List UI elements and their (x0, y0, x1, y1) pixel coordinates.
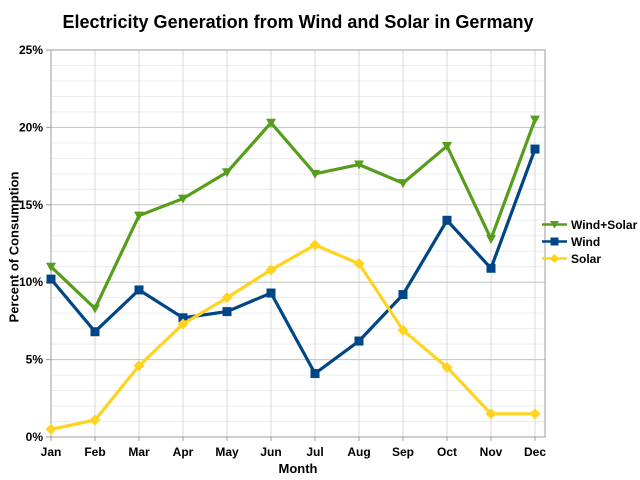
x-tick-label: May (215, 445, 239, 459)
wind-point-may (222, 307, 232, 317)
x-tick-label: Feb (84, 445, 105, 459)
wind-solar-point-oct (442, 141, 452, 151)
wind-solar-point-dec (530, 115, 540, 125)
x-tick-label: Apr (173, 445, 194, 459)
legend-square-icon (550, 237, 559, 246)
legend-diamond-icon (550, 254, 559, 263)
solar-point-jul (309, 239, 321, 251)
solar-point-jun (265, 264, 277, 276)
solar-line (50, 243, 535, 431)
wind-solar-legend-marker-icon (542, 221, 567, 229)
solar-point-apr (177, 318, 189, 330)
wind-solar-point-mar (134, 211, 144, 221)
wind-point-mar (134, 285, 144, 295)
x-tick-label: Nov (480, 445, 503, 459)
wind-point-aug (354, 336, 364, 346)
chart-title: Electricity Generation from Wind and Sol… (62, 12, 534, 32)
plot-border (50, 49, 546, 438)
solar-point-aug (353, 258, 365, 270)
y-tick-label: 10% (19, 275, 43, 289)
wind-point-apr (178, 313, 188, 323)
solar-point-oct (441, 361, 453, 373)
x-tick-label: Dec (524, 445, 546, 459)
solar-point-nov (485, 408, 497, 420)
x-axis-title: Month (278, 461, 318, 476)
x-tick-label: Sep (392, 445, 414, 459)
legend: Wind+Solar Wind Solar (541, 217, 638, 266)
wind-solar-point-sep (398, 179, 408, 189)
wind-point-nov (486, 263, 496, 273)
y-tick-label: 0% (26, 430, 44, 444)
solar-point-mar (133, 360, 145, 372)
wind-solar-line (49, 119, 537, 312)
wind-point-jul (310, 369, 320, 379)
wind-line (49, 148, 537, 376)
wind-solar-point-jun (266, 118, 276, 128)
solar-point-feb (89, 414, 101, 426)
wind-solar-point-feb (90, 304, 100, 314)
legend-label-solar: Solar (571, 251, 602, 266)
solar-point-dec (529, 408, 541, 420)
y-tick-label: 25% (19, 43, 43, 57)
wind-solar-point-jan (46, 262, 56, 272)
x-tick-label: Jan (41, 445, 62, 459)
wind-solar-point-apr (178, 194, 188, 204)
legend-item-wind: Wind (541, 234, 637, 249)
legend-item-wind-solar: Wind+Solar (541, 217, 638, 232)
solar-legend-marker-icon (542, 254, 567, 263)
solar-point-may (221, 292, 233, 304)
wind-point-oct (442, 215, 452, 225)
x-tick-label: Jul (306, 445, 323, 459)
wind-solar-point-may (222, 168, 232, 178)
wind-point-feb (90, 327, 100, 337)
y-tick-label: 5% (26, 353, 44, 367)
solar-point-jan (45, 423, 57, 435)
x-tick-label: Mar (128, 445, 150, 459)
legend-triangle-icon (550, 221, 559, 229)
wind-point-dec (530, 144, 540, 154)
wind-point-jan (46, 274, 56, 284)
y-tick-label: 20% (19, 120, 43, 134)
y-tick-label: 15% (19, 198, 43, 212)
legend-label-wind-solar: Wind+Solar (571, 217, 638, 232)
wind-solar-point-aug (354, 160, 364, 170)
x-tick-label: Oct (437, 445, 457, 459)
solar-point-sep (397, 324, 409, 336)
x-tick-label: Aug (347, 445, 370, 459)
wind-solar-point-nov (486, 234, 496, 244)
wind-point-sep (398, 290, 408, 300)
x-tick-label: Jun (260, 445, 281, 459)
wind-legend-marker-icon (542, 237, 567, 246)
wind-solar-point-jul (310, 169, 320, 179)
wind-point-jun (266, 288, 276, 298)
legend-label-wind: Wind (571, 234, 601, 249)
legend-item-solar: Solar (541, 251, 637, 266)
